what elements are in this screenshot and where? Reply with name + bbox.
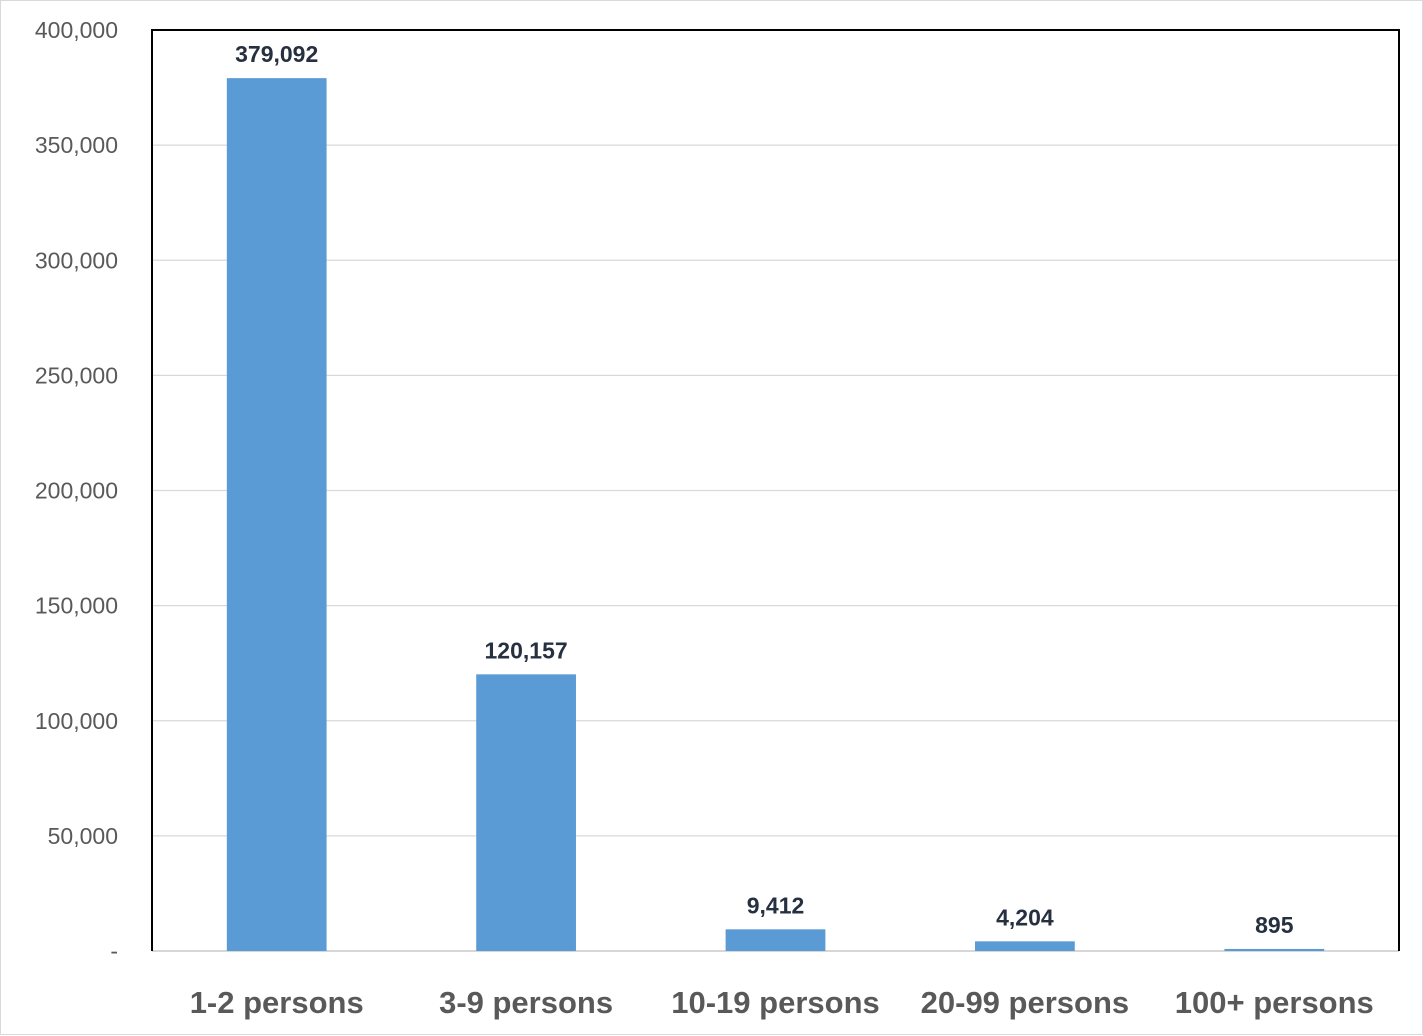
bars — [226, 78, 1325, 951]
bar — [226, 78, 327, 951]
data-label: 4,204 — [996, 904, 1054, 930]
y-axis-tick-labels: - 50,000 100,000 150,000 200,000 250,000 300,0… — [35, 17, 118, 964]
data-label: 379,092 — [235, 41, 318, 67]
y-tick-label: 300,000 — [35, 247, 118, 273]
plot-border — [151, 29, 1400, 951]
y-tick-label: 400,000 — [35, 17, 118, 43]
bar — [1224, 948, 1325, 951]
y-tick-label: - — [110, 938, 118, 964]
data-label: 120,157 — [485, 637, 568, 663]
x-category-label: 3-9 persons — [439, 985, 613, 1020]
x-category-label: 100+ persons — [1175, 985, 1374, 1020]
bar — [975, 941, 1075, 951]
bar — [476, 674, 576, 951]
y-tick-label: 50,000 — [48, 823, 118, 849]
y-tick-label: 150,000 — [35, 593, 118, 619]
x-axis-category-labels: 1-2 persons 3-9 persons 10-19 persons 20-99… — [190, 985, 1374, 1020]
data-label: 895 — [1255, 912, 1294, 938]
plot-area-border — [151, 29, 1400, 951]
data-labels: 379,092 120,157 9,412 4,204 895 — [235, 41, 1294, 938]
y-tick-label: 350,000 — [35, 132, 118, 158]
data-label: 9,412 — [747, 892, 805, 918]
x-category-label: 20-99 persons — [921, 985, 1130, 1020]
x-category-label: 10-19 persons — [671, 985, 880, 1020]
y-tick-label: 250,000 — [35, 362, 118, 388]
y-tick-label: 200,000 — [35, 478, 118, 504]
x-category-label: 1-2 persons — [190, 985, 364, 1020]
bar — [725, 929, 826, 951]
y-tick-label: 100,000 — [35, 708, 118, 734]
gridlines — [152, 29, 1399, 952]
